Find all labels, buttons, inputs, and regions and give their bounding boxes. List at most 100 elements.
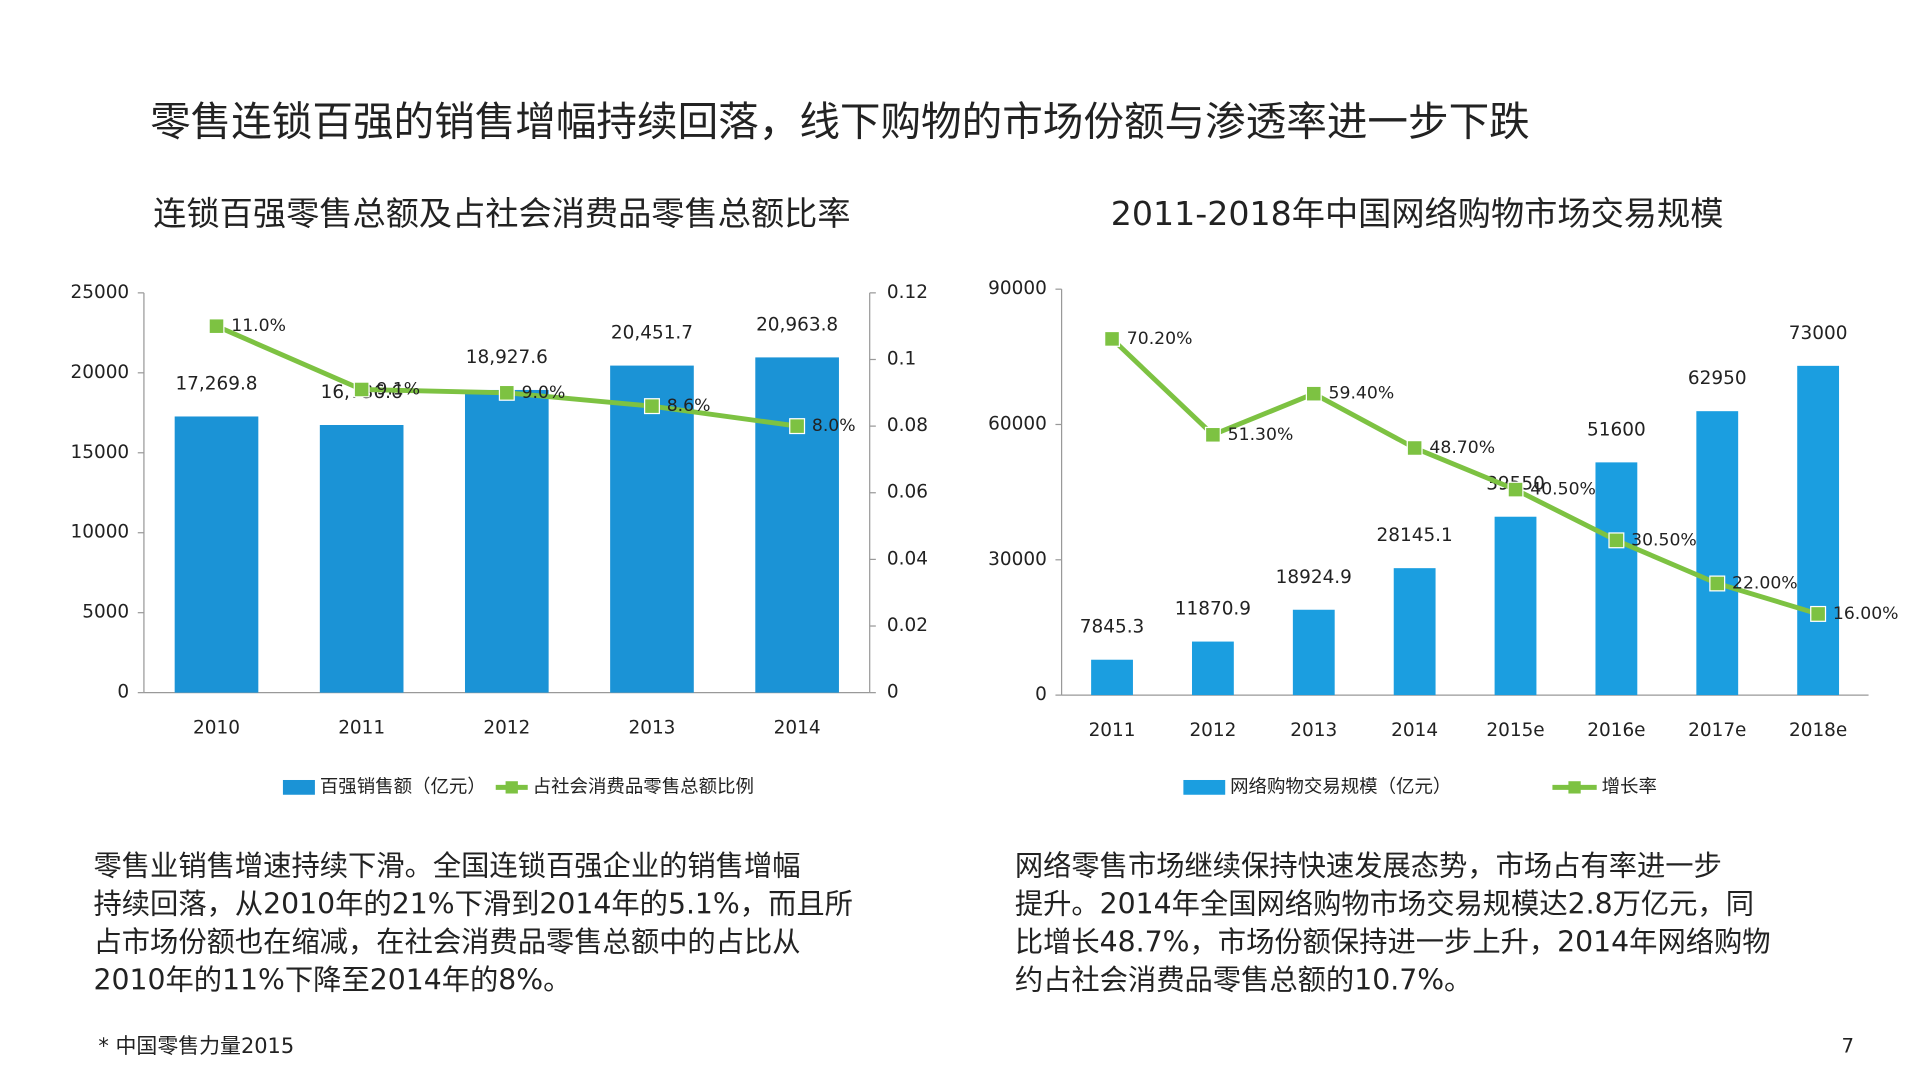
note-line: 零售业销售增速持续下滑。全国连锁百强企业的销售增幅 xyxy=(93,849,800,882)
bar-value-label: 20,963.8 xyxy=(756,314,838,335)
slide-title: 零售连锁百强的销售增幅持续回落，线下购物的市场份额与渗透率进一步下跌 xyxy=(150,97,1530,145)
chart-title: 连锁百强零售总额及占社会消费品零售总额比率 xyxy=(153,194,850,233)
page-number: 7 xyxy=(1842,1034,1855,1057)
line-value-label: 48.70% xyxy=(1429,438,1495,458)
line-value-label: 9.1% xyxy=(376,379,420,399)
legend-swatch xyxy=(1183,779,1226,795)
y2-tick-label: 0.06 xyxy=(887,482,928,503)
line-marker xyxy=(498,384,515,401)
x-tick-label: 2013 xyxy=(628,717,675,738)
x-tick-label: 2015e xyxy=(1486,720,1544,741)
bar-value-label: 7845.3 xyxy=(1080,617,1145,638)
bar xyxy=(1091,659,1133,696)
line-marker xyxy=(208,318,225,335)
line-marker xyxy=(1507,481,1524,498)
bar xyxy=(1595,462,1638,696)
x-tick-label: 2012 xyxy=(483,717,530,738)
x-tick-label: 2014 xyxy=(774,717,821,738)
x-tick-label: 2018e xyxy=(1789,720,1847,741)
bar xyxy=(755,357,839,693)
y-tick-label: 10000 xyxy=(71,522,130,543)
line-marker xyxy=(1305,385,1322,402)
y-tick-label: 0 xyxy=(1035,684,1047,705)
line-marker xyxy=(1204,426,1221,443)
bar-value-label: 18924.9 xyxy=(1276,567,1352,588)
x-tick-label: 2017e xyxy=(1688,720,1746,741)
line-series xyxy=(1110,337,1819,617)
x-tick-label: 2011 xyxy=(1089,720,1136,741)
bar-value-label: 28145.1 xyxy=(1377,525,1453,546)
line-marker xyxy=(1810,605,1827,622)
line-value-label: 8.0% xyxy=(812,416,856,436)
note-line: 约占社会消费品零售总额的10.7%。 xyxy=(1015,964,1473,997)
legend-swatch xyxy=(1568,781,1581,794)
bar-value-label: 62950 xyxy=(1688,368,1747,389)
footnote: * 中国零售力量2015 xyxy=(98,1034,294,1058)
legend-label: 百强销售额（亿元） xyxy=(320,776,486,797)
note-line: 提升。2014年全国网络购物市场交易规模达2.8万亿元，同 xyxy=(1015,887,1754,920)
y-tick-label: 25000 xyxy=(71,282,130,303)
line-marker xyxy=(1104,330,1121,347)
line-value-label: 59.40% xyxy=(1329,384,1395,404)
bar-value-label: 11870.9 xyxy=(1175,599,1251,620)
y2-tick-label: 0.08 xyxy=(887,415,928,436)
line-value-label: 51.30% xyxy=(1228,425,1294,445)
line-marker xyxy=(353,381,370,398)
line-value-label: 22.00% xyxy=(1732,573,1798,593)
legend-swatch xyxy=(505,781,518,794)
note-line: 2010年的11%下降至2014年的8%。 xyxy=(93,964,571,997)
bar-value-label: 51600 xyxy=(1587,419,1646,440)
x-tick-label: 2014 xyxy=(1391,720,1438,741)
line-marker xyxy=(1709,575,1726,592)
line-value-label: 30.50% xyxy=(1631,530,1697,550)
note-line: 持续回落，从2010年的21%下滑到2014年的5.1%，而且所 xyxy=(93,887,852,920)
bar xyxy=(1191,641,1234,696)
x-tick-label: 2016e xyxy=(1587,720,1645,741)
y2-tick-label: 0.04 xyxy=(887,548,928,569)
line-value-label: 16.00% xyxy=(1833,604,1899,624)
line-value-label: 9.0% xyxy=(522,383,566,403)
bar xyxy=(1494,516,1537,696)
chart-title: 2011-2018年中国网络购物市场交易规模 xyxy=(1111,194,1724,233)
y2-tick-label: 0.1 xyxy=(887,348,916,369)
bar xyxy=(464,389,549,693)
y-tick-label: 20000 xyxy=(71,362,130,383)
line-marker xyxy=(1406,439,1423,456)
bar xyxy=(174,416,259,693)
y2-tick-label: 0 xyxy=(887,682,899,703)
x-tick-label: 2012 xyxy=(1189,720,1236,741)
y-tick-label: 15000 xyxy=(71,442,130,463)
x-tick-label: 2013 xyxy=(1290,720,1337,741)
bar xyxy=(1696,411,1739,696)
x-tick-label: 2010 xyxy=(193,717,240,738)
legend-label: 占社会消费品零售总额比例 xyxy=(533,776,754,797)
y2-tick-label: 0.12 xyxy=(887,282,928,303)
bar xyxy=(1393,568,1436,696)
note-line: 占市场份额也在缩减，在社会消费品零售总额中的占比从 xyxy=(93,926,800,959)
line-marker xyxy=(789,418,806,435)
bar-value-label: 18,927.6 xyxy=(466,347,548,368)
bar xyxy=(1797,365,1840,696)
line-marker xyxy=(643,398,660,415)
y2-tick-label: 0.02 xyxy=(887,615,928,636)
bar xyxy=(319,425,404,693)
bar-value-label: 20,451.7 xyxy=(611,323,693,344)
y-tick-label: 30000 xyxy=(988,549,1047,570)
note-line: 比增长48.7%，市场份额保持进一步上升，2014年网络购物 xyxy=(1015,926,1771,959)
x-tick-label: 2011 xyxy=(338,717,385,738)
y-tick-label: 0 xyxy=(117,682,129,703)
bar-value-label: 17,269.8 xyxy=(175,373,257,394)
bar xyxy=(1292,609,1335,696)
line-value-label: 11.0% xyxy=(231,316,286,336)
line-value-label: 40.50% xyxy=(1530,480,1596,500)
y-tick-label: 60000 xyxy=(988,413,1047,434)
legend-label: 增长率 xyxy=(1602,776,1657,797)
line-value-label: 70.20% xyxy=(1127,329,1193,349)
note-line: 网络零售市场继续保持快速发展态势，市场占有率进一步 xyxy=(1015,849,1722,882)
legend-label: 网络购物交易规模（亿元） xyxy=(1230,776,1451,797)
y-tick-label: 90000 xyxy=(988,278,1047,299)
bar xyxy=(610,365,694,693)
y-tick-label: 5000 xyxy=(82,602,129,623)
